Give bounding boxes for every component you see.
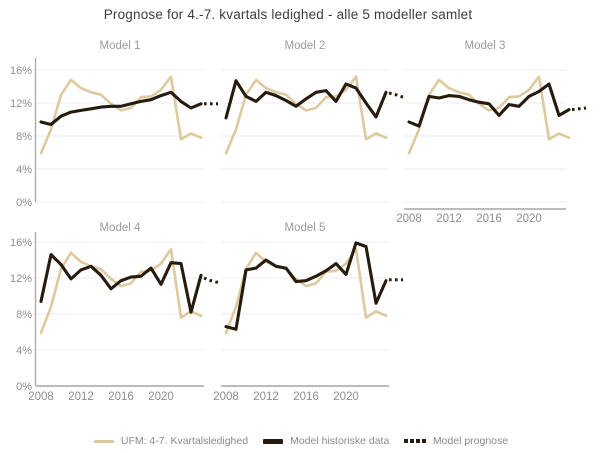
prognose-series-line [388,91,404,99]
facet-title-model-1: Model 1 [99,40,141,52]
facet-title-model-3: Model 3 [464,40,506,52]
historical-series-line [224,241,388,331]
ufm-series-line [407,75,571,155]
facet-title-model-4: Model 4 [99,222,141,234]
chart-legend: UFM: 4-7. Kvartalsledighed Model histori… [0,435,602,447]
y-tick-label: 12% [10,98,32,110]
x-tick-label: 2012 [253,391,279,403]
historical-series-line [39,253,203,314]
legend-label-prognose: Model prognose [432,435,509,447]
x-tick-label: 2008 [396,213,422,225]
y-tick-label: 0% [16,381,32,393]
x-tick-label: 2008 [213,391,239,403]
ufm-line-swatch [93,439,114,443]
facet-title-model-5: Model 5 [284,222,326,234]
x-tick-label: 2016 [108,391,134,403]
y-tick-label: 16% [10,65,32,77]
legend-item-prognose[interactable]: Model prognose [404,435,508,447]
facet-model-5: 2008 2012 2016 2020 [213,241,403,403]
facet-title-model-2: Model 2 [284,40,326,52]
x-tick-label: 2016 [293,391,319,403]
x-tick-label: 2020 [333,391,359,403]
x-tick-label: 2016 [476,213,502,225]
y-tick-label: 4% [16,164,32,176]
y-tick-label: 8% [16,131,32,143]
y-tick-label: 0% [16,197,32,209]
page-title: Prognose for 4.-7. kvartals ledighed - a… [103,7,473,22]
x-tick-label: 2020 [516,213,542,225]
historical-series-line [224,79,388,120]
facet-model-2 [221,69,404,203]
y-tick-label: 4% [16,345,32,357]
prognose-series-line [203,276,219,284]
ufm-series-line [39,247,203,335]
facet-model-4: 0% 4% 8% 12% 16% 2008 2012 2016 2020 [10,232,219,403]
x-tick-label: 2012 [436,213,462,225]
y-tick-label: 16% [10,237,32,249]
x-tick-label: 2012 [68,391,94,403]
legend-label-ufm: UFM: 4-7. Kvartalsledighed [120,435,249,447]
ufm-series-line [39,75,203,155]
historical-series-line [39,90,203,127]
facet-model-3: 2008 2012 2016 2020 [396,69,587,225]
ufm-series-line [224,75,388,155]
legend-item-ufm[interactable]: UFM: 4-7. Kvartalsledighed [93,435,249,447]
x-tick-label: 2008 [28,391,54,403]
historical-series-line [407,82,571,128]
ufm-series-line [224,247,388,335]
prognose-series-line [571,106,587,112]
facet-model-1: 0% 4% 8% 12% 16% [10,58,218,209]
legend-label-historical: Model historiske data [290,435,390,447]
legend-item-historical[interactable]: Model historiske data [263,435,389,447]
prognose-dots-swatch [404,439,426,443]
historical-line-swatch [263,438,284,444]
x-tick-label: 2020 [148,391,174,403]
y-tick-label: 12% [10,273,32,285]
y-tick-label: 8% [16,309,32,321]
